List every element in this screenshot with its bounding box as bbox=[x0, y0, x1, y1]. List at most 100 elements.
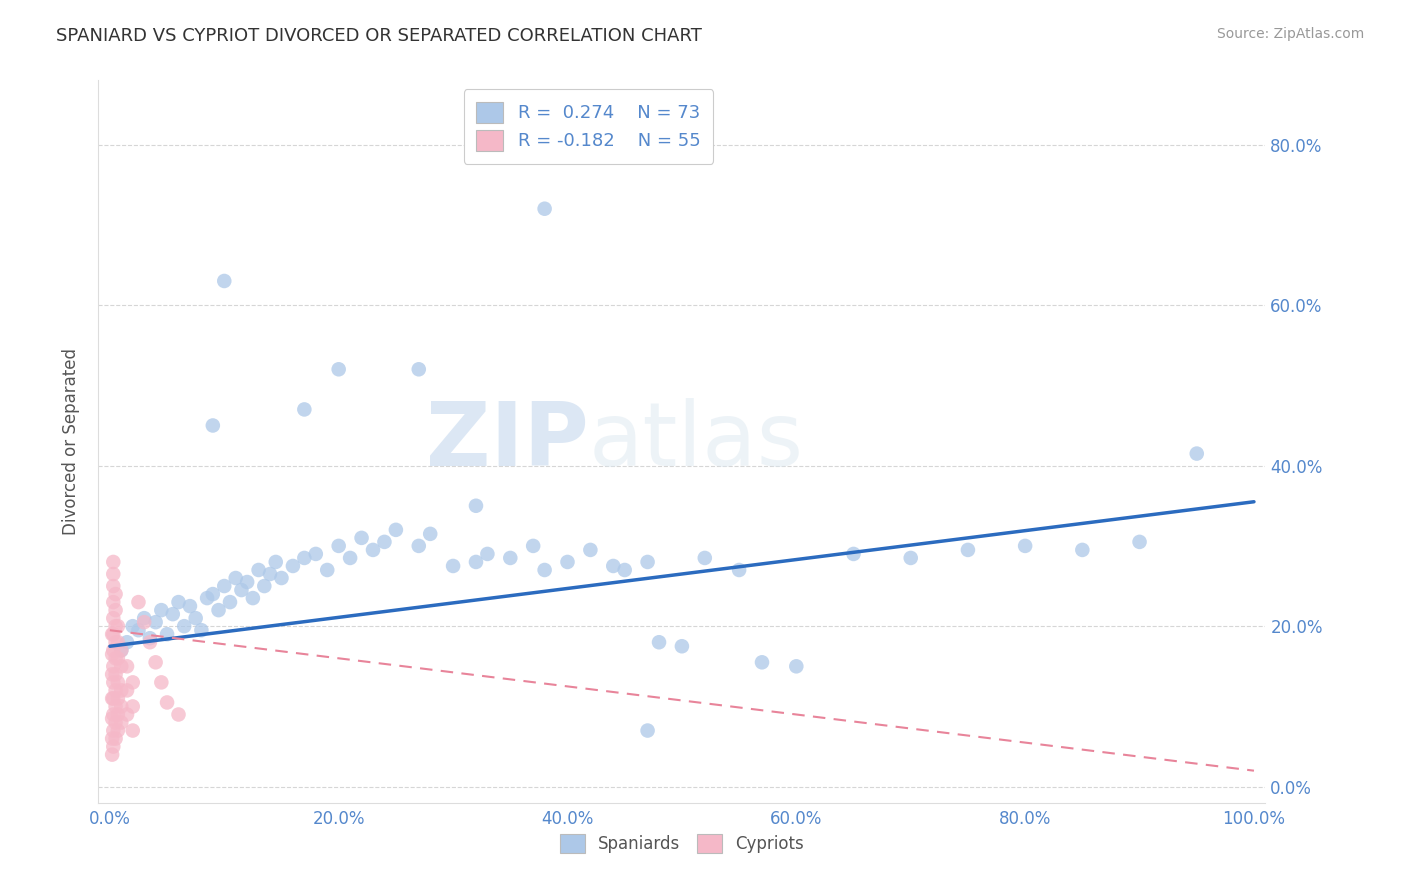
Point bbox=[121, 699, 143, 714]
Point bbox=[107, 675, 129, 690]
Point bbox=[190, 623, 212, 637]
Point bbox=[103, 579, 125, 593]
Point bbox=[602, 558, 624, 573]
Point bbox=[184, 611, 207, 625]
Point bbox=[292, 402, 315, 417]
Point bbox=[150, 675, 173, 690]
Point bbox=[101, 627, 124, 641]
Point bbox=[110, 643, 132, 657]
Point bbox=[110, 643, 132, 657]
Point bbox=[236, 574, 259, 589]
Point bbox=[110, 683, 132, 698]
Point bbox=[103, 739, 125, 754]
Point bbox=[103, 595, 125, 609]
Point bbox=[201, 587, 224, 601]
Point bbox=[104, 667, 127, 681]
Point bbox=[533, 563, 555, 577]
Point bbox=[242, 591, 264, 606]
Point bbox=[408, 362, 430, 376]
Point bbox=[328, 539, 350, 553]
Point bbox=[115, 635, 138, 649]
Point bbox=[225, 571, 247, 585]
Point bbox=[1014, 539, 1036, 553]
Point bbox=[671, 639, 693, 653]
Point bbox=[533, 202, 555, 216]
Point bbox=[350, 531, 373, 545]
Point bbox=[441, 558, 464, 573]
Point bbox=[648, 635, 671, 649]
Point bbox=[956, 542, 979, 557]
Point bbox=[121, 723, 143, 738]
Point bbox=[385, 523, 408, 537]
Point bbox=[104, 587, 127, 601]
Point bbox=[465, 555, 488, 569]
Point bbox=[179, 599, 201, 614]
Point bbox=[104, 651, 127, 665]
Point bbox=[637, 555, 659, 569]
Point bbox=[110, 699, 132, 714]
Point bbox=[339, 550, 361, 566]
Point bbox=[107, 651, 129, 665]
Point bbox=[103, 675, 125, 690]
Y-axis label: Divorced or Separated: Divorced or Separated bbox=[62, 348, 80, 535]
Text: ZIP: ZIP bbox=[426, 398, 589, 485]
Point bbox=[522, 539, 544, 553]
Point bbox=[219, 595, 242, 609]
Point bbox=[373, 534, 395, 549]
Point bbox=[1128, 534, 1150, 549]
Point bbox=[121, 675, 143, 690]
Point bbox=[1071, 542, 1094, 557]
Point bbox=[162, 607, 184, 621]
Point bbox=[728, 563, 751, 577]
Point bbox=[104, 731, 127, 746]
Point bbox=[167, 595, 190, 609]
Point bbox=[195, 591, 218, 606]
Point bbox=[104, 699, 127, 714]
Point bbox=[110, 715, 132, 730]
Point bbox=[104, 635, 127, 649]
Point bbox=[167, 707, 190, 722]
Point bbox=[270, 571, 292, 585]
Point bbox=[134, 611, 156, 625]
Point bbox=[121, 619, 143, 633]
Point bbox=[103, 691, 125, 706]
Point bbox=[110, 659, 132, 673]
Point bbox=[361, 542, 384, 557]
Point bbox=[785, 659, 807, 673]
Point bbox=[231, 583, 253, 598]
Point bbox=[115, 659, 138, 673]
Point bbox=[214, 274, 236, 288]
Point bbox=[842, 547, 865, 561]
Point bbox=[145, 655, 167, 669]
Point bbox=[107, 619, 129, 633]
Point bbox=[751, 655, 773, 669]
Point bbox=[101, 667, 124, 681]
Point bbox=[104, 619, 127, 633]
Point bbox=[101, 648, 124, 662]
Point bbox=[103, 567, 125, 582]
Point bbox=[637, 723, 659, 738]
Point bbox=[214, 579, 236, 593]
Point bbox=[613, 563, 636, 577]
Point bbox=[900, 550, 922, 566]
Point bbox=[103, 627, 125, 641]
Point bbox=[693, 550, 716, 566]
Point bbox=[419, 526, 441, 541]
Legend: Spaniards, Cypriots: Spaniards, Cypriots bbox=[553, 827, 811, 860]
Point bbox=[104, 683, 127, 698]
Point bbox=[259, 567, 281, 582]
Point bbox=[127, 623, 149, 637]
Point bbox=[328, 362, 350, 376]
Point bbox=[107, 723, 129, 738]
Text: Source: ZipAtlas.com: Source: ZipAtlas.com bbox=[1216, 27, 1364, 41]
Point bbox=[101, 731, 124, 746]
Point bbox=[477, 547, 499, 561]
Point bbox=[253, 579, 276, 593]
Point bbox=[465, 499, 488, 513]
Point bbox=[207, 603, 229, 617]
Point bbox=[145, 615, 167, 630]
Point bbox=[103, 555, 125, 569]
Point bbox=[499, 550, 522, 566]
Point bbox=[247, 563, 270, 577]
Text: atlas: atlas bbox=[589, 398, 804, 485]
